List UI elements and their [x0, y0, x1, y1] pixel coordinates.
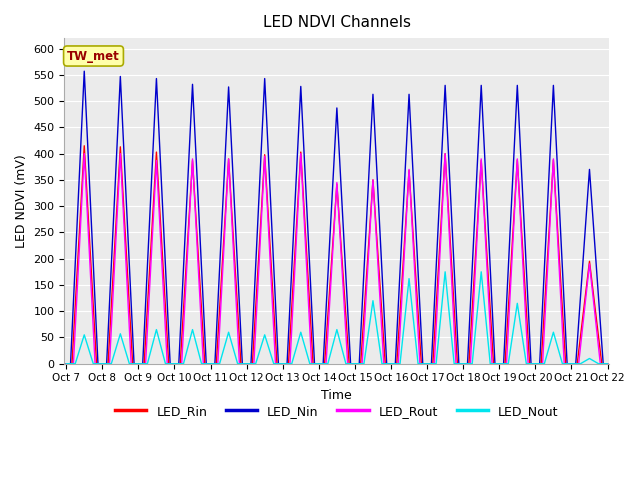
X-axis label: Time: Time	[321, 389, 352, 402]
Title: LED NDVI Channels: LED NDVI Channels	[263, 15, 411, 30]
Y-axis label: LED NDVI (mV): LED NDVI (mV)	[15, 154, 28, 248]
Legend: LED_Rin, LED_Nin, LED_Rout, LED_Nout: LED_Rin, LED_Nin, LED_Rout, LED_Nout	[110, 400, 564, 422]
Text: TW_met: TW_met	[67, 49, 120, 62]
